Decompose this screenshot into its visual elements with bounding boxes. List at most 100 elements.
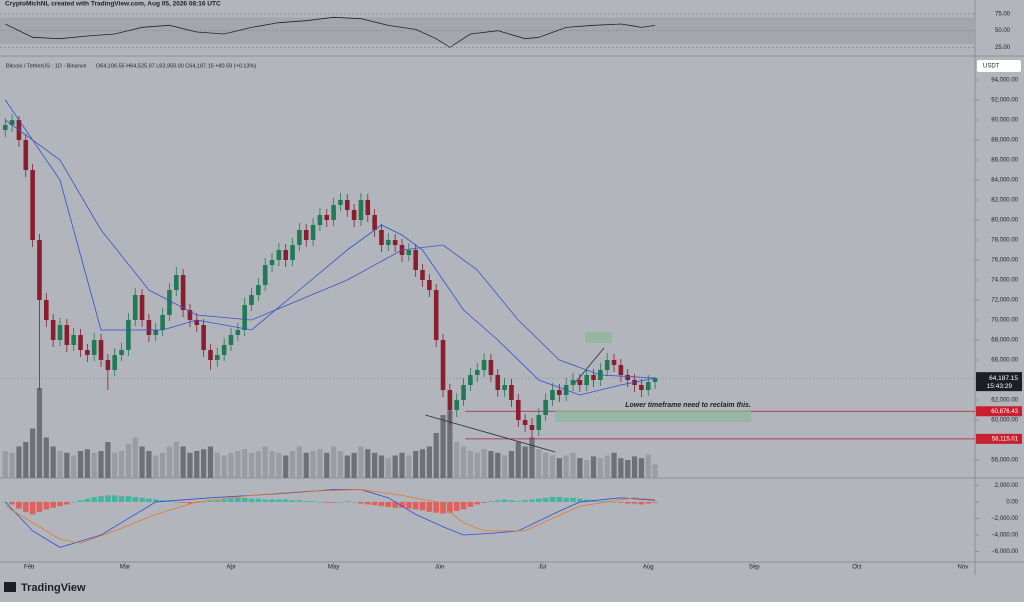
y-tick-label: 84,000.00 — [991, 178, 1018, 184]
candle-body — [447, 390, 453, 410]
symbol-label: Bitcoin / TetherUS · 1D · Binance — [6, 63, 87, 69]
candle-body — [502, 385, 507, 390]
macd-histogram-bar — [330, 501, 337, 503]
volume-bar — [50, 446, 56, 478]
macd-histogram-bar — [84, 498, 91, 502]
volume-bar — [201, 449, 207, 478]
candle-body — [37, 240, 42, 300]
candle-body — [317, 215, 323, 225]
x-tick-label: Oct — [852, 565, 862, 571]
macd-histogram-bar — [460, 501, 467, 510]
candle-body — [557, 390, 562, 395]
rsi-tick-label: 25.00 — [995, 45, 1011, 51]
macd-histogram-bar — [296, 500, 303, 502]
y-tick-label: 66,000.00 — [991, 358, 1018, 364]
macd-histogram-bar — [638, 501, 645, 505]
macd-histogram-bar — [91, 496, 97, 502]
candle-body — [591, 375, 596, 380]
volume-bar — [645, 454, 651, 478]
candle-body — [611, 360, 617, 365]
candle-body — [509, 385, 514, 400]
macd-histogram-bar — [378, 501, 385, 507]
candle-body — [215, 355, 220, 360]
candle-body — [297, 230, 302, 245]
y-tick-label: 94,000.00 — [991, 78, 1018, 84]
candle-body — [420, 270, 425, 280]
macd-histogram-bar — [590, 500, 597, 502]
volume-bar — [549, 455, 556, 478]
volume-bar — [618, 458, 624, 478]
macd-histogram-bar — [118, 496, 125, 502]
volume-bar — [577, 458, 583, 478]
macd-histogram-bar — [173, 501, 180, 503]
macd-histogram-bar — [447, 501, 453, 513]
candle-body — [187, 310, 193, 320]
y-tick-label: 76,000.00 — [991, 258, 1018, 264]
macd-histogram-bar — [282, 499, 289, 502]
candle-body — [625, 375, 631, 380]
volume-bar — [248, 452, 255, 478]
currency-label[interactable]: USDT — [983, 64, 1000, 70]
volume-bar — [638, 458, 645, 478]
volume-bar — [652, 464, 658, 478]
macd-histogram-bar — [611, 501, 617, 503]
candle-body — [105, 360, 111, 370]
macd-histogram-bar — [426, 501, 433, 512]
volume-bar — [283, 455, 289, 478]
candle-body — [44, 300, 49, 320]
volume-bar — [303, 452, 309, 478]
macd-histogram-bar — [200, 501, 207, 503]
volume-bar — [344, 455, 350, 478]
macd-histogram-bar — [570, 497, 576, 502]
macd-tick-label: 0.00 — [1006, 500, 1018, 506]
candle-body — [427, 280, 432, 290]
macd-histogram-bar — [474, 501, 481, 505]
macd-histogram-bar — [214, 500, 221, 502]
y-tick-label: 82,000.00 — [991, 198, 1018, 204]
volume-bar — [242, 449, 248, 478]
volume-bar — [467, 451, 473, 478]
volume-bar — [235, 451, 241, 478]
candle-body — [454, 400, 460, 410]
currency-box[interactable] — [977, 60, 1021, 72]
macd-histogram-bar — [358, 501, 364, 504]
volume-bar — [488, 451, 494, 478]
candle-body — [413, 250, 418, 270]
macd-histogram-bar — [276, 499, 282, 502]
candle-body — [201, 325, 206, 350]
x-tick-label: Nov — [958, 565, 969, 571]
volume-bar — [399, 452, 405, 478]
volume-bar — [207, 446, 214, 478]
rsi-tick-label: 75.00 — [995, 12, 1011, 18]
macd-histogram-bar — [385, 501, 392, 507]
candle-body — [543, 400, 548, 415]
y-tick-label: 80,000.00 — [991, 218, 1018, 224]
y-tick-label: 68,000.00 — [991, 338, 1018, 344]
candle-body — [440, 340, 446, 390]
macd-histogram-bar — [344, 501, 351, 502]
candle-body — [303, 230, 309, 240]
y-tick-label: 62,000.00 — [991, 398, 1018, 404]
macd-histogram-bar — [29, 501, 36, 515]
candle-body — [57, 325, 63, 340]
volume-bar — [625, 460, 631, 478]
macd-histogram-bar — [22, 501, 29, 512]
y-tick-label: 90,000.00 — [991, 118, 1018, 124]
volume-bar — [262, 446, 268, 478]
level-tag — [976, 433, 1022, 444]
candle-body — [9, 120, 15, 125]
volume-bar — [358, 446, 364, 478]
volume-bar — [64, 452, 70, 478]
volume-bar — [105, 442, 111, 478]
macd-histogram-bar — [577, 498, 583, 502]
candle-body — [276, 250, 282, 260]
macd-histogram-bar — [371, 501, 378, 506]
rsi-line — [5, 16, 656, 48]
last-price-label: 64,187.15 — [989, 375, 1018, 382]
macd-histogram-bar — [166, 501, 173, 502]
candle-body — [406, 250, 412, 255]
volume-bar — [584, 460, 590, 478]
volume-bar — [385, 458, 391, 478]
y-tick-label: 60,000.00 — [991, 418, 1018, 424]
candle-body — [604, 360, 610, 370]
